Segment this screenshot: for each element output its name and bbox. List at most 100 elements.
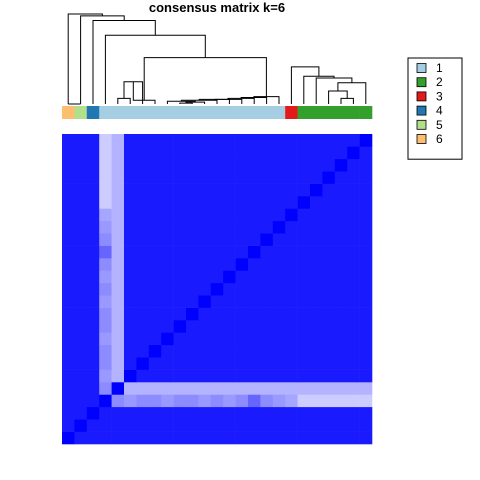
heatmap-cell <box>285 394 298 408</box>
heatmap-cell <box>62 320 75 333</box>
dendrogram-branch <box>214 98 243 104</box>
heatmap-cell <box>322 134 336 147</box>
heatmap-cell <box>359 419 373 432</box>
heatmap-cell <box>198 208 212 222</box>
heatmap-cell <box>148 171 162 184</box>
heatmap-cell <box>223 431 236 445</box>
heatmap-cell <box>173 320 187 333</box>
heatmap-cell <box>322 295 336 308</box>
heatmap-cell <box>186 245 199 259</box>
class-cell <box>62 106 75 119</box>
heatmap-cell <box>285 158 298 172</box>
heatmap-cell <box>248 369 261 383</box>
heatmap-cell <box>99 183 112 197</box>
heatmap-cell <box>198 270 212 284</box>
heatmap-cell <box>334 431 348 445</box>
heatmap-cell <box>359 245 373 259</box>
heatmap-cell <box>210 369 224 383</box>
class-cell <box>86 106 100 119</box>
heatmap-cell <box>161 171 174 184</box>
heatmap-cell <box>347 245 360 259</box>
heatmap-cell <box>198 307 212 321</box>
heatmap-cell <box>186 295 199 308</box>
heatmap-cell <box>347 394 360 408</box>
heatmap-cell <box>272 394 286 408</box>
heatmap-cell <box>99 258 112 271</box>
heatmap-cell <box>161 220 174 234</box>
heatmap-cell <box>223 146 236 160</box>
heatmap-cell <box>322 196 336 209</box>
heatmap-cell <box>322 220 336 234</box>
heatmap-cell <box>248 183 261 197</box>
heatmap-cell <box>173 183 187 197</box>
heatmap-cell <box>235 220 249 234</box>
heatmap-cell <box>310 431 323 445</box>
heatmap-cell <box>322 431 336 445</box>
heatmap-cell <box>297 282 311 296</box>
heatmap-cell <box>322 332 336 346</box>
heatmap-cell <box>260 245 274 259</box>
heatmap-cell <box>272 357 286 370</box>
heatmap-cell <box>359 196 373 209</box>
heatmap-cell <box>136 332 150 346</box>
heatmap-cell <box>223 220 236 234</box>
heatmap-cell <box>62 394 75 408</box>
heatmap-cell <box>347 146 360 160</box>
heatmap-cell <box>111 220 125 234</box>
heatmap-cell <box>111 134 125 147</box>
heatmap-cell <box>111 419 125 432</box>
heatmap-cell <box>99 233 112 246</box>
heatmap-cell <box>62 357 75 370</box>
heatmap-cell <box>198 332 212 346</box>
heatmap-cell <box>260 183 274 197</box>
heatmap-cell <box>285 134 298 147</box>
heatmap-cell <box>74 394 88 408</box>
heatmap-cell <box>210 295 224 308</box>
class-cell <box>359 106 373 119</box>
heatmap-cell <box>173 406 187 420</box>
heatmap-cell <box>136 357 150 370</box>
heatmap-cell <box>124 332 137 346</box>
heatmap-cell <box>260 394 274 408</box>
heatmap-cell <box>310 220 323 234</box>
heatmap-cell <box>198 406 212 420</box>
heatmap-cell <box>124 134 137 147</box>
heatmap-cell <box>347 332 360 346</box>
heatmap-cell <box>74 282 88 296</box>
heatmap-cell <box>223 245 236 259</box>
heatmap-cell <box>161 270 174 284</box>
heatmap-cell <box>161 369 174 383</box>
heatmap-cell <box>248 171 261 184</box>
heatmap-cell <box>334 332 348 346</box>
heatmap-cell <box>347 171 360 184</box>
heatmap-cell <box>272 320 286 333</box>
cluster-annotation-bar <box>62 106 373 119</box>
heatmap-cell <box>124 146 137 160</box>
heatmap-cell <box>148 320 162 333</box>
heatmap-cell <box>285 406 298 420</box>
heatmap-cell <box>297 369 311 383</box>
heatmap-cell <box>210 419 224 432</box>
heatmap-cell <box>198 171 212 184</box>
heatmap-cell <box>260 431 274 445</box>
heatmap-cell <box>359 233 373 246</box>
heatmap-cell <box>124 369 137 383</box>
heatmap-cell <box>322 419 336 432</box>
heatmap-cell <box>111 394 125 408</box>
heatmap-cell <box>161 332 174 346</box>
heatmap-cell <box>334 382 348 395</box>
heatmap-cell <box>310 320 323 333</box>
heatmap-cell <box>99 357 112 370</box>
heatmap-cell <box>359 171 373 184</box>
heatmap-cell <box>111 382 125 395</box>
heatmap-cell <box>186 369 199 383</box>
heatmap-cell <box>198 233 212 246</box>
heatmap-cell <box>99 332 112 346</box>
heatmap-cell <box>148 233 162 246</box>
legend-label: 3 <box>436 89 443 103</box>
heatmap-cell <box>297 270 311 284</box>
heatmap-cell <box>223 208 236 222</box>
heatmap-cell <box>223 320 236 333</box>
heatmap-cell <box>248 406 261 420</box>
heatmap-cell <box>161 295 174 308</box>
